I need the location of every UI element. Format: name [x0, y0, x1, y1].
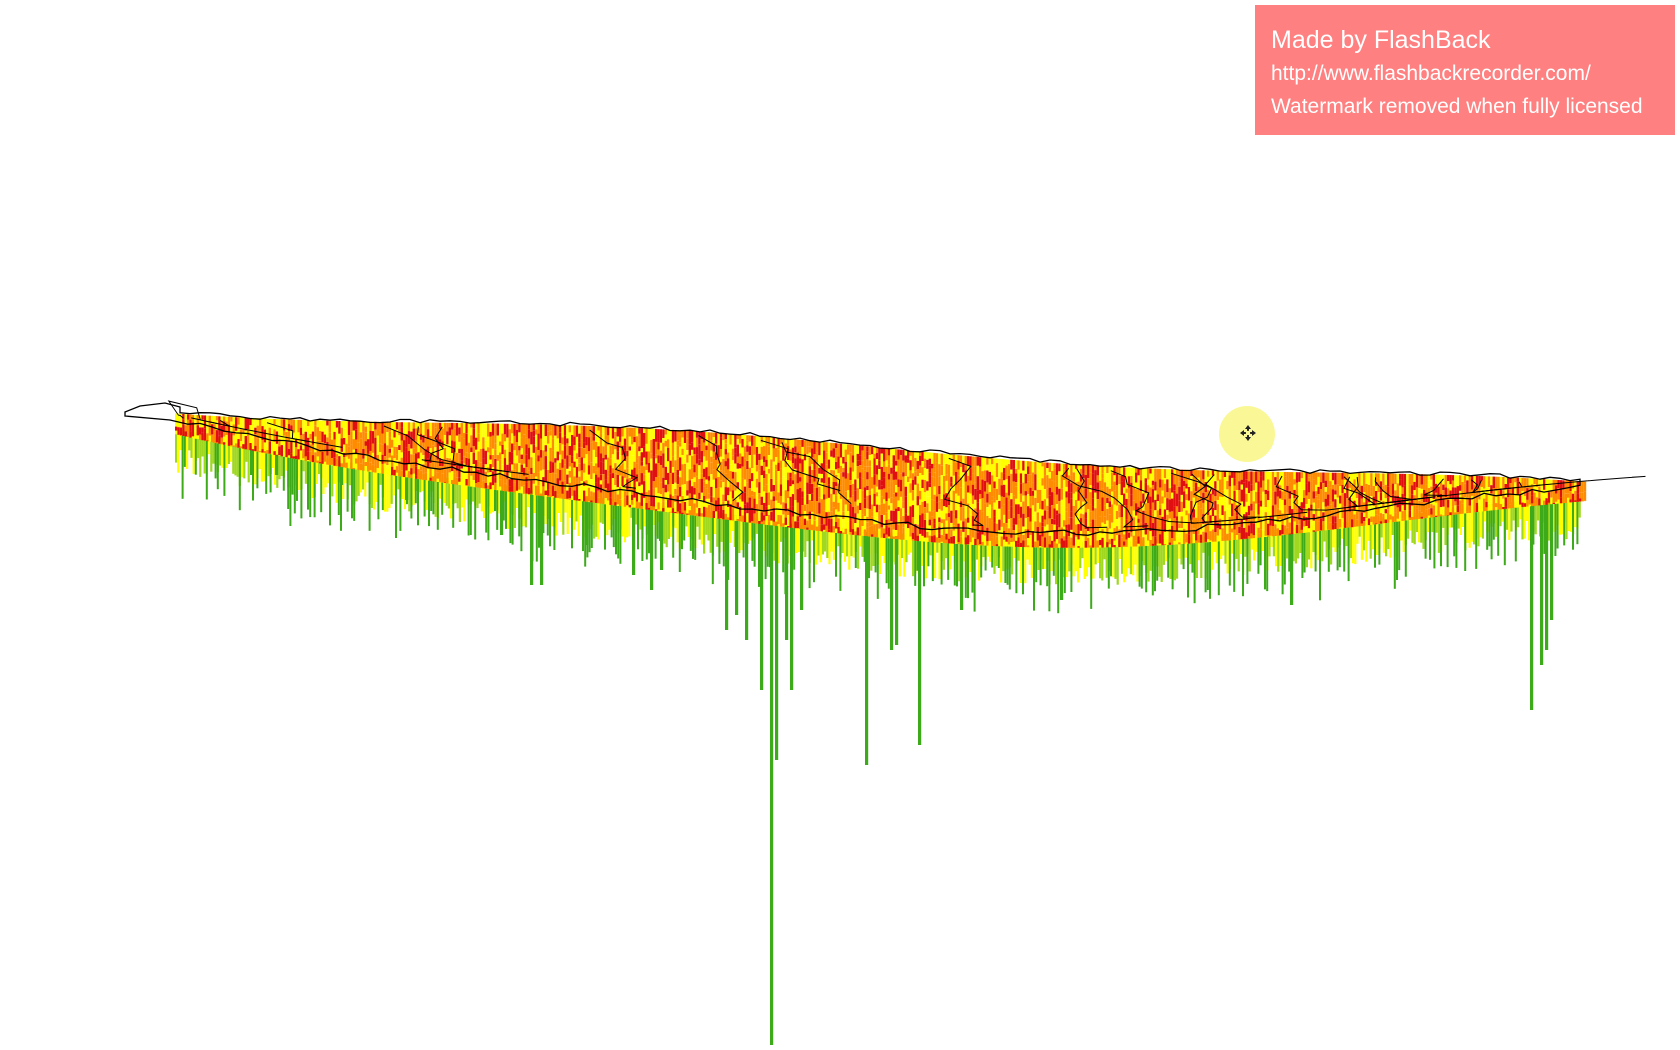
watermark-url: http://www.flashbackrecorder.com/: [1271, 62, 1591, 85]
region-borders-layer: [124, 400, 1646, 536]
map-surface-layer: [175, 413, 1587, 548]
watermark-title: Made by FlashBack: [1271, 26, 1491, 54]
watermark-notice: Watermark removed when fully licensed: [1271, 95, 1643, 118]
downward-bars-layer: [175, 428, 1581, 1045]
move-cursor-icon: [1240, 425, 1256, 441]
recorder-watermark: Made by FlashBack http://www.flashbackre…: [1255, 5, 1675, 135]
